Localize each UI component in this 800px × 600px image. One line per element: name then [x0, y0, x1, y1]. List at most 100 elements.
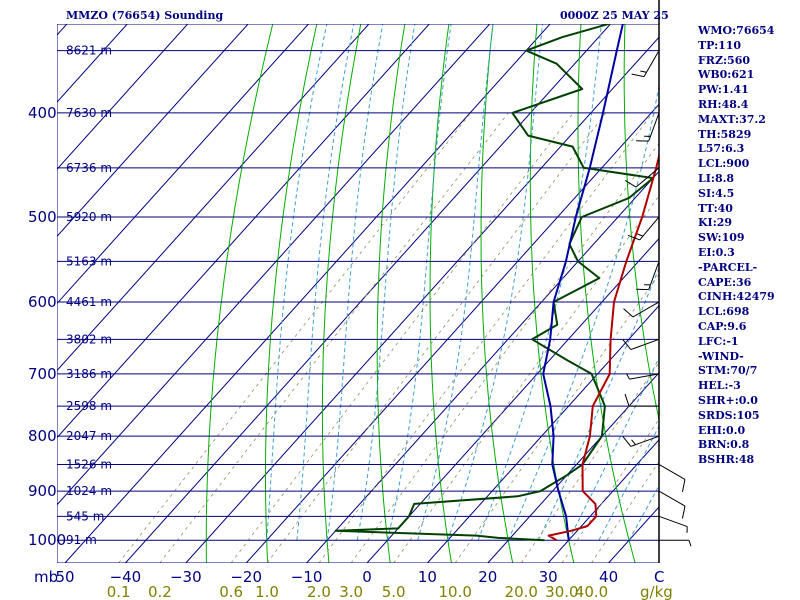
- sounding-index-9: LCL:900: [698, 157, 750, 171]
- moist-adiabat-line: [356, 24, 416, 541]
- mixing-ratio-label: 0.2: [148, 583, 172, 600]
- moist-adiabat-line: [296, 24, 355, 541]
- wind-barb: [623, 301, 660, 318]
- moist-adiabat-line: [326, 24, 384, 541]
- mixing-ratio-label: 2.0: [307, 583, 331, 600]
- isotherm-line: [57, 24, 491, 506]
- dry-adiabat-line: [623, 24, 659, 422]
- wind-barb: [624, 393, 659, 407]
- pressure-tick-label: 500: [28, 208, 57, 226]
- mixing-ratio-line: [266, 112, 607, 563]
- axis-labels: 100200300400500600700800900100016660 m14…: [28, 44, 673, 600]
- temperature-tick-label: 10: [418, 568, 437, 586]
- mixing-ratio-label: 5.0: [382, 583, 406, 600]
- isotherm-line: [306, 170, 659, 563]
- temperature-tick-label: −40: [110, 568, 142, 586]
- sounding-index-26: SRDS:105: [698, 408, 760, 422]
- moist-adiabat-line: [417, 24, 494, 541]
- height-label: 91 m: [66, 533, 97, 547]
- sounding-index-22: -WIND-: [698, 349, 744, 363]
- wind-barb: [622, 435, 660, 447]
- sounding-index-14: SW:109: [698, 231, 745, 245]
- pressure-tick-label: 700: [28, 365, 57, 383]
- dry-adiabat-line: [321, 24, 362, 563]
- isotherm-line: [125, 24, 612, 563]
- temperature-tick-label: −30: [170, 568, 202, 586]
- pressure-tick-label: 800: [28, 427, 57, 445]
- height-label: 3186 m: [66, 367, 112, 381]
- pressure-tick-label: 400: [28, 104, 57, 122]
- isotherm-line: [57, 24, 430, 439]
- isotherm-line: [57, 24, 189, 170]
- sounding-index-8: L57:6.3: [698, 142, 745, 156]
- mixing-ratio-line: [318, 112, 654, 563]
- wind-barb: [658, 464, 686, 492]
- dry-adiabat-line: [376, 24, 406, 563]
- isotherm-line: [57, 24, 370, 372]
- mixing-ratio-line: [159, 112, 509, 563]
- sounding-index-15: EI:0.3: [698, 245, 735, 259]
- wind-barb: [658, 515, 688, 533]
- sounding-index-6: MAXT:37.2: [698, 112, 766, 126]
- temperature-tick-label: 20: [478, 568, 497, 586]
- dry-adiabat-line: [796, 0, 800, 563]
- sounding-index-13: KI:29: [698, 216, 733, 230]
- sounding-index-18: CINH:42479: [698, 290, 775, 304]
- sounding-index-19: LCL:698: [698, 305, 750, 319]
- moist-adiabat-line: [507, 83, 659, 541]
- isotherm-line: [57, 24, 68, 36]
- sounding-index-7: TH:5829: [698, 127, 752, 141]
- mixing-ratio-label: 0.6: [219, 583, 243, 600]
- temperature-tick-label: 50: [55, 568, 74, 586]
- height-label: 5163 m: [66, 254, 112, 268]
- height-label: 545 m: [66, 509, 104, 523]
- moist-adiabat-line: [447, 24, 544, 541]
- pressure-tick-label: 900: [28, 482, 57, 500]
- wind-barb: [631, 50, 660, 78]
- temperature-unit-label: C: [654, 568, 664, 586]
- mixing-ratio-label: 40.0: [575, 583, 608, 600]
- isotherm-line: [57, 24, 310, 305]
- sounding-index-1: TP:110: [698, 38, 742, 52]
- mixing-ratio-label: 10.0: [439, 583, 472, 600]
- height-label: 5920 m: [66, 210, 112, 224]
- isotherm-line: [366, 237, 659, 563]
- mixing-ratio-label: 1.0: [255, 583, 279, 600]
- dewpoint-line: [334, 24, 654, 542]
- height-label: 3802 m: [66, 332, 112, 346]
- pressure-tick-label: 1000: [28, 531, 66, 549]
- temperature-tick-label: 0: [362, 568, 372, 586]
- wind-barb: [622, 338, 660, 351]
- mixing-ratio-label: 20.0: [505, 583, 538, 600]
- sounding-index-4: PW:1.41: [698, 83, 749, 97]
- sounding-index-16: -PARCEL-: [698, 260, 758, 274]
- wind-barb: [624, 167, 660, 188]
- wind-barb: [626, 373, 660, 380]
- isotherm-line: [64, 24, 551, 563]
- sounding-index-20: CAP:9.6: [698, 319, 747, 333]
- sounding-index-3: WB0:621: [698, 68, 755, 82]
- dry-adiabat-line: [480, 24, 514, 563]
- isotherm-line: [185, 36, 659, 563]
- dry-adiabat-line: [265, 24, 318, 563]
- isotherm-line: [245, 103, 659, 563]
- sounding-index-0: WMO:76654: [698, 24, 775, 37]
- station-title: MMZO (76654) Sounding: [66, 9, 224, 22]
- height-label: 6736 m: [66, 161, 112, 175]
- height-label: 1024 m: [66, 484, 112, 498]
- temperature-tick-label: −10: [291, 568, 323, 586]
- wind-barbs: [622, 0, 692, 563]
- pressure-unit-label: mb: [34, 568, 58, 586]
- dry-adiabat-line: [205, 24, 274, 563]
- mixing-ratio-line: [118, 112, 472, 563]
- temperature-line: [547, 151, 659, 542]
- height-label: 4461 m: [66, 295, 112, 309]
- sounding-index-10: LI:8.8: [698, 171, 735, 185]
- mixing-ratio-label: 0.1: [107, 583, 131, 600]
- height-label: 7630 m: [66, 106, 112, 120]
- dry-adiabat-line: [429, 24, 452, 563]
- height-label: 2047 m: [66, 429, 112, 443]
- mixing-ratio-line: [230, 112, 574, 563]
- mixing-ratio-label: 30.0: [545, 583, 578, 600]
